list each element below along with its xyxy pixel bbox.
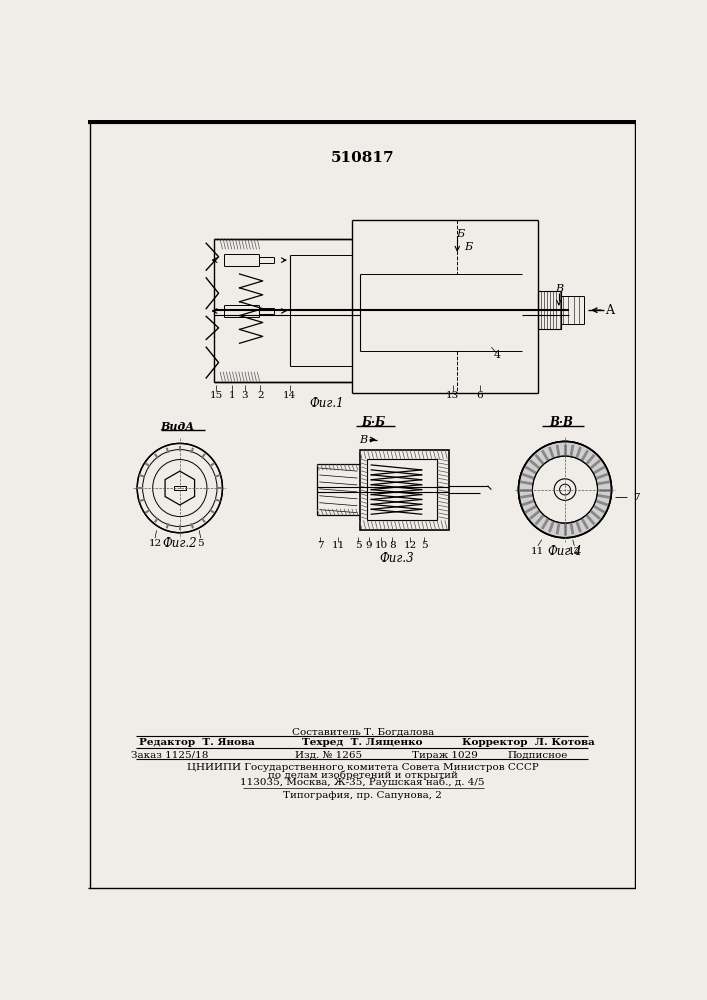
Text: 13: 13: [446, 391, 460, 400]
Text: 15: 15: [209, 391, 223, 400]
Text: Изд. № 1265: Изд. № 1265: [295, 751, 362, 760]
Text: 12: 12: [568, 547, 581, 556]
Bar: [538, 291, 561, 329]
Text: 12: 12: [148, 539, 162, 548]
Text: Техред  Т. Лященко: Техред Т. Лященко: [303, 738, 423, 747]
Bar: [174, 486, 186, 490]
Text: по делам изобретений и открытий: по делам изобретений и открытий: [268, 771, 457, 780]
Text: Б: Б: [464, 242, 472, 252]
Text: В: В: [359, 435, 368, 445]
Text: 5: 5: [355, 541, 361, 550]
Text: В: В: [555, 284, 563, 294]
Text: 10: 10: [375, 541, 388, 550]
Text: ВидА: ВидА: [160, 421, 194, 432]
Text: Фиг.2: Фиг.2: [163, 537, 197, 550]
Text: Типография, пр. Сапунова, 2: Типография, пр. Сапунова, 2: [284, 791, 442, 800]
Text: Фиг.1: Фиг.1: [310, 397, 344, 410]
Text: 1: 1: [228, 391, 235, 400]
Text: Б·Б: Б·Б: [361, 416, 385, 429]
Text: 510817: 510817: [331, 151, 395, 165]
Text: Заказ 1125/18: Заказ 1125/18: [131, 751, 209, 760]
Text: 4: 4: [494, 350, 501, 360]
Text: 113035, Москва, Ж-35, Раушская наб., д. 4/5: 113035, Москва, Ж-35, Раушская наб., д. …: [240, 777, 485, 787]
Text: 5: 5: [421, 541, 427, 550]
Text: Б: Б: [456, 229, 464, 239]
Text: Корректор  Л. Котова: Корректор Л. Котова: [462, 738, 595, 747]
Text: 7: 7: [317, 541, 323, 550]
Ellipse shape: [518, 441, 612, 538]
Text: 8: 8: [389, 541, 395, 550]
Text: 9: 9: [366, 541, 373, 550]
Text: Составитель Т. Богдалова: Составитель Т. Богдалова: [291, 728, 434, 737]
Text: 5: 5: [197, 539, 204, 548]
Bar: [360, 450, 449, 530]
Text: ЦНИИПИ Государственного комитета Совета Министров СССР: ЦНИИПИ Государственного комитета Совета …: [187, 763, 539, 772]
Text: 12: 12: [404, 541, 416, 550]
Text: Подписное: Подписное: [508, 751, 568, 760]
Text: 14: 14: [284, 391, 296, 400]
Ellipse shape: [532, 456, 597, 523]
Text: 2: 2: [257, 391, 264, 400]
Text: 11: 11: [531, 547, 544, 556]
Text: Тираж 1029: Тираж 1029: [412, 751, 478, 760]
Text: 3: 3: [242, 391, 248, 400]
Text: В·В: В·В: [549, 416, 573, 429]
Text: Фиг.4: Фиг.4: [548, 545, 583, 558]
Text: A: A: [604, 304, 614, 317]
Text: 6: 6: [477, 391, 483, 400]
Text: Редактор  Т. Янова: Редактор Т. Янова: [139, 738, 255, 747]
Text: 11: 11: [332, 541, 344, 550]
Text: 7: 7: [633, 493, 640, 502]
Bar: [368, 459, 437, 520]
Text: Фиг.3: Фиг.3: [380, 552, 414, 565]
